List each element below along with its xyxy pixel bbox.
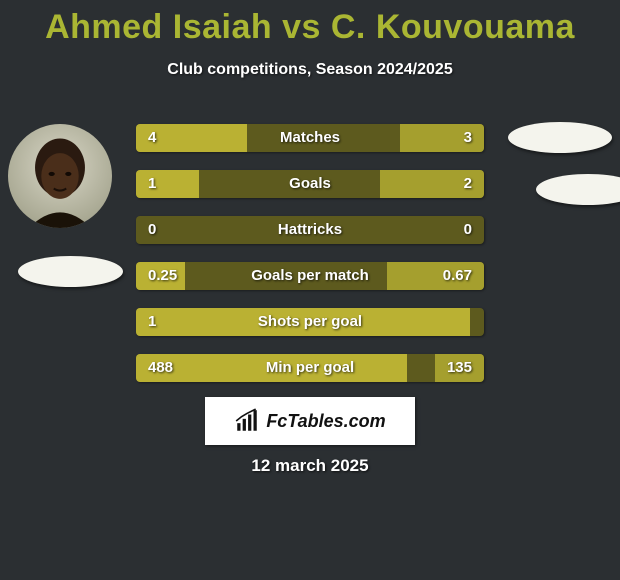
stat-label: Hattricks [136,216,484,244]
brand-text: FcTables.com [266,411,385,432]
chart-icon [234,408,260,434]
stat-label: Goals per match [136,262,484,290]
stat-row: 488135Min per goal [136,354,484,382]
player-right-avatar-placeholder [508,122,612,153]
brand-attribution: FcTables.com [205,397,415,445]
stat-row: 12Goals [136,170,484,198]
stat-label: Matches [136,124,484,152]
stat-label: Goals [136,170,484,198]
player-left-avatar [8,124,112,228]
subtitle: Club competitions, Season 2024/2025 [0,61,620,79]
stat-row: 0.250.67Goals per match [136,262,484,290]
date-label: 12 march 2025 [0,456,620,476]
page-title: Ahmed Isaiah vs C. Kouvouama [0,0,620,47]
stat-label: Min per goal [136,354,484,382]
stat-row: 43Matches [136,124,484,152]
team-badge-left [18,256,123,287]
stat-row: 1Shots per goal [136,308,484,336]
stat-label: Shots per goal [136,308,484,336]
team-badge-right [536,174,620,205]
stat-row: 00Hattricks [136,216,484,244]
stats-comparison: 43Matches 12Goals 00Hattricks 0.250.67Goals… [136,124,484,400]
